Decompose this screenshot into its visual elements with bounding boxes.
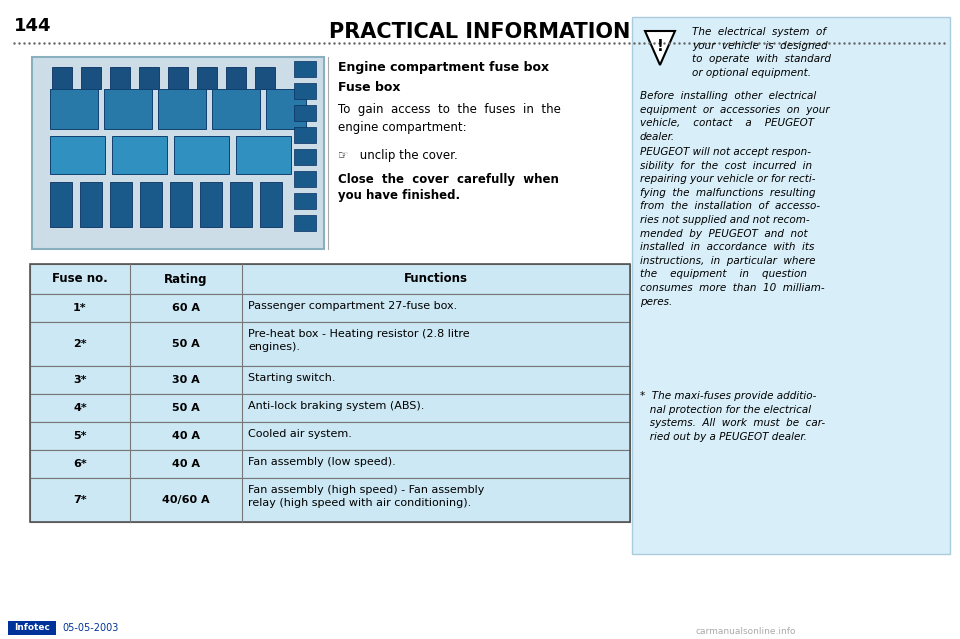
- Bar: [0, 619, 960, 639]
- Text: 40 A: 40 A: [172, 431, 200, 441]
- Bar: [294, 61, 316, 77]
- Bar: [8, 621, 56, 635]
- Text: 50 A: 50 A: [172, 403, 200, 413]
- Text: 7*: 7*: [73, 495, 86, 505]
- Text: Infotec: Infotec: [14, 624, 50, 633]
- Bar: [30, 366, 630, 394]
- Text: 2*: 2*: [73, 339, 86, 349]
- Text: Fuse no.: Fuse no.: [52, 272, 108, 286]
- Bar: [52, 67, 72, 89]
- Text: Anti-lock braking system (ABS).: Anti-lock braking system (ABS).: [248, 401, 424, 411]
- Bar: [112, 136, 167, 174]
- Text: 5*: 5*: [73, 431, 86, 441]
- Text: Engine compartment fuse box: Engine compartment fuse box: [338, 61, 549, 74]
- Bar: [174, 136, 229, 174]
- Text: 1*: 1*: [73, 303, 86, 313]
- Bar: [30, 322, 630, 366]
- Text: 05-05-2003: 05-05-2003: [62, 623, 118, 633]
- Text: Fan assembly (high speed) - Fan assembly
relay (high speed with air conditioning: Fan assembly (high speed) - Fan assembly…: [248, 485, 485, 508]
- Bar: [230, 182, 252, 227]
- Bar: [294, 193, 316, 209]
- Text: 30 A: 30 A: [172, 375, 200, 385]
- Text: 4*: 4*: [73, 403, 86, 413]
- Text: 3*: 3*: [73, 375, 86, 385]
- Bar: [140, 182, 162, 227]
- Bar: [104, 89, 152, 129]
- Text: Fan assembly (low speed).: Fan assembly (low speed).: [248, 457, 396, 467]
- Text: Before  installing  other  electrical
equipment  or  accessories  on  your
vehic: Before installing other electrical equip…: [640, 91, 829, 142]
- Bar: [32, 57, 324, 249]
- Bar: [168, 67, 188, 89]
- Text: PEUGEOT will not accept respon-
sibility  for  the  cost  incurred  in
repairing: PEUGEOT will not accept respon- sibility…: [640, 147, 825, 307]
- Text: !: !: [657, 39, 663, 54]
- Bar: [110, 67, 130, 89]
- Text: 144: 144: [14, 17, 52, 35]
- Text: carmanualsonline.info: carmanualsonline.info: [695, 626, 796, 636]
- Bar: [30, 264, 630, 294]
- Text: 40/60 A: 40/60 A: [162, 495, 210, 505]
- Bar: [139, 67, 159, 89]
- Bar: [81, 67, 101, 89]
- Bar: [294, 215, 316, 231]
- Bar: [260, 182, 282, 227]
- Text: Fuse box: Fuse box: [338, 81, 400, 94]
- Text: PRACTICAL INFORMATION: PRACTICAL INFORMATION: [329, 22, 631, 42]
- Bar: [255, 67, 275, 89]
- Text: To  gain  access  to  the  fuses  in  the
engine compartment:: To gain access to the fuses in the engin…: [338, 103, 561, 134]
- Bar: [158, 89, 206, 129]
- Text: Functions: Functions: [404, 272, 468, 286]
- Bar: [50, 89, 98, 129]
- Bar: [30, 264, 630, 522]
- Bar: [236, 136, 291, 174]
- Bar: [294, 105, 316, 121]
- Bar: [30, 422, 630, 450]
- Bar: [30, 294, 630, 322]
- Text: Close  the  cover  carefully  when: Close the cover carefully when: [338, 173, 559, 186]
- Bar: [30, 450, 630, 478]
- Bar: [294, 149, 316, 165]
- Bar: [632, 17, 950, 554]
- Text: Passenger compartment 27-fuse box.: Passenger compartment 27-fuse box.: [248, 301, 457, 311]
- Text: Rating: Rating: [164, 272, 207, 286]
- Bar: [30, 478, 630, 522]
- Bar: [266, 89, 306, 129]
- Bar: [200, 182, 222, 227]
- Bar: [80, 182, 102, 227]
- Bar: [30, 394, 630, 422]
- Text: you have finished.: you have finished.: [338, 189, 460, 202]
- Bar: [50, 182, 72, 227]
- Text: The  electrical  system  of
your  vehicle  is  designed
to  operate  with  stand: The electrical system of your vehicle is…: [692, 27, 831, 78]
- Bar: [197, 67, 217, 89]
- Text: Starting switch.: Starting switch.: [248, 373, 335, 383]
- Bar: [170, 182, 192, 227]
- Text: Pre-heat box - Heating resistor (2.8 litre
engines).: Pre-heat box - Heating resistor (2.8 lit…: [248, 329, 469, 352]
- Text: Cooled air system.: Cooled air system.: [248, 429, 352, 439]
- Bar: [212, 89, 260, 129]
- Polygon shape: [645, 31, 675, 65]
- Text: 40 A: 40 A: [172, 459, 200, 469]
- Text: ☞   unclip the cover.: ☞ unclip the cover.: [338, 149, 458, 162]
- Bar: [294, 171, 316, 187]
- Text: *  The maxi-fuses provide additio-
   nal protection for the electrical
   syste: * The maxi-fuses provide additio- nal pr…: [640, 391, 826, 442]
- Bar: [110, 182, 132, 227]
- Bar: [294, 127, 316, 143]
- Bar: [226, 67, 246, 89]
- Text: 50 A: 50 A: [172, 339, 200, 349]
- Bar: [50, 136, 105, 174]
- Text: 6*: 6*: [73, 459, 86, 469]
- Text: 60 A: 60 A: [172, 303, 200, 313]
- Bar: [294, 83, 316, 99]
